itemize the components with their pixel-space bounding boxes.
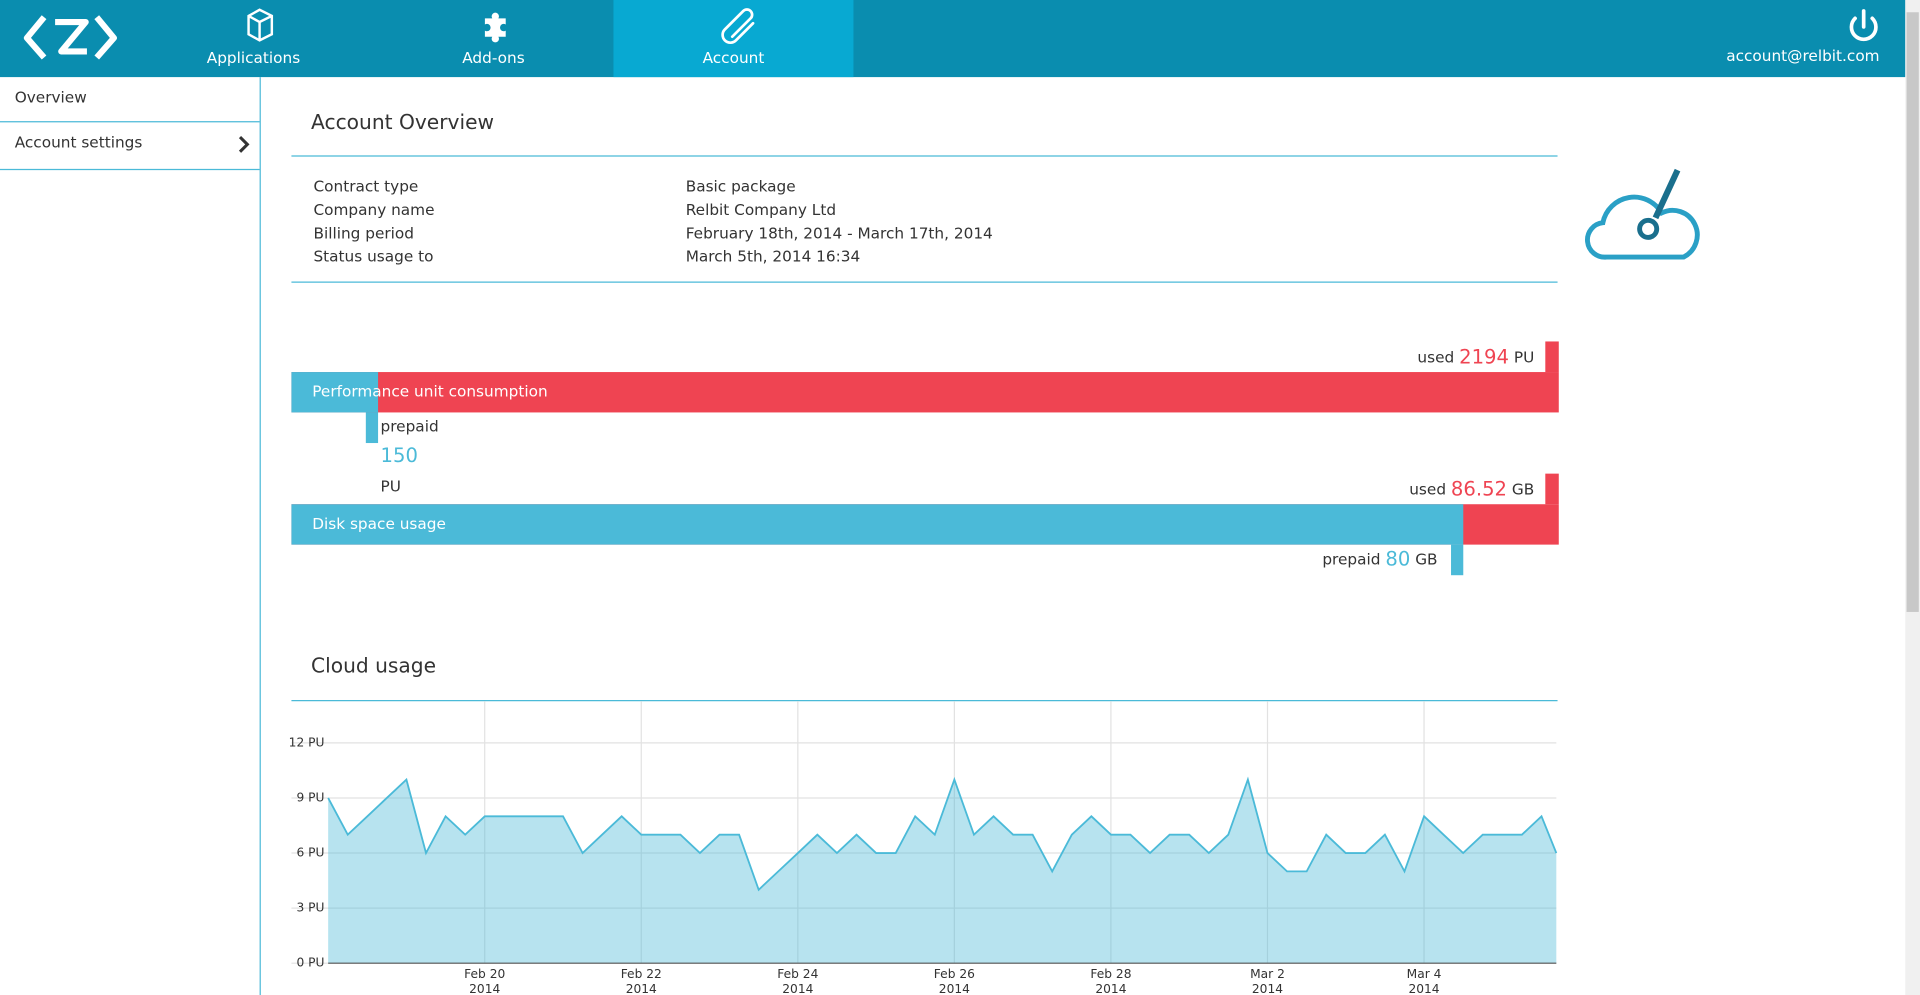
x-tick-label: Feb 222014 [621, 967, 662, 995]
row-value: Relbit Company Ltd [686, 201, 836, 219]
y-tick-label: 12 PU [289, 735, 325, 749]
used-value: 2194 [1459, 345, 1509, 368]
y-tick-label: 9 PU [296, 790, 324, 804]
row-label: Contract type [313, 178, 418, 196]
y-tick-label: 3 PU [296, 901, 324, 915]
used-value: 86.52 [1451, 477, 1507, 500]
prepaid-label: prepaid [1322, 550, 1380, 568]
used-marker [1545, 341, 1558, 372]
sidebar-item[interactable]: Overview [15, 88, 87, 106]
x-tick-label: Mar 22014 [1250, 967, 1285, 995]
bar-label: Performance unit consumption [312, 383, 547, 401]
unit: GB [1415, 550, 1437, 568]
section-title: Cloud usage [311, 654, 436, 678]
x-tick-label: Mar 42014 [1407, 967, 1442, 995]
user-email[interactable]: account@relbit.com [1726, 47, 1879, 65]
unit: PU [1514, 348, 1534, 366]
used-label: used [1417, 348, 1454, 366]
x-tick-label: Feb 282014 [1090, 967, 1131, 995]
y-tick-label: 6 PU [296, 846, 324, 860]
row-value: February 18th, 2014 - March 17th, 2014 [686, 224, 993, 242]
unit: GB [1512, 480, 1534, 498]
nav-tab[interactable]: Add-ons [462, 49, 524, 67]
x-tick-label: Feb 262014 [934, 967, 975, 995]
prepaid-text: prepaid 80 GB [1322, 547, 1437, 570]
bar-label: Disk space usage [312, 515, 446, 533]
row-label: Billing period [313, 224, 414, 242]
unit: PU [381, 478, 401, 496]
row-label: Status usage to [313, 248, 433, 266]
row-value: March 5th, 2014 16:34 [686, 248, 861, 266]
scrollbar-thumb[interactable] [1907, 12, 1919, 612]
used-text: used 2194 PU [1417, 345, 1534, 368]
prepaid-marker [1451, 545, 1463, 576]
section-title: Account Overview [311, 110, 494, 134]
prepaid-marker [366, 412, 378, 443]
used-label: used [1409, 480, 1446, 498]
row-value: Basic package [686, 178, 796, 196]
row-label: Company name [313, 201, 434, 219]
used-text: used 86.52 GB [1409, 477, 1534, 500]
y-tick-label: 0 PU [296, 956, 324, 970]
x-tick-label: Feb 242014 [777, 967, 818, 995]
prepaid-value: 150 [381, 444, 418, 467]
prepaid-value: 80 [1385, 547, 1410, 570]
prepaid-bar [291, 504, 1463, 544]
x-tick-label: Feb 202014 [464, 967, 505, 995]
prepaid-label: prepaid [381, 418, 439, 436]
used-marker [1545, 474, 1558, 505]
sidebar-item[interactable]: Account settings [15, 134, 143, 152]
nav-tab[interactable]: Applications [207, 49, 300, 67]
nav-tab[interactable]: Account [703, 49, 765, 67]
